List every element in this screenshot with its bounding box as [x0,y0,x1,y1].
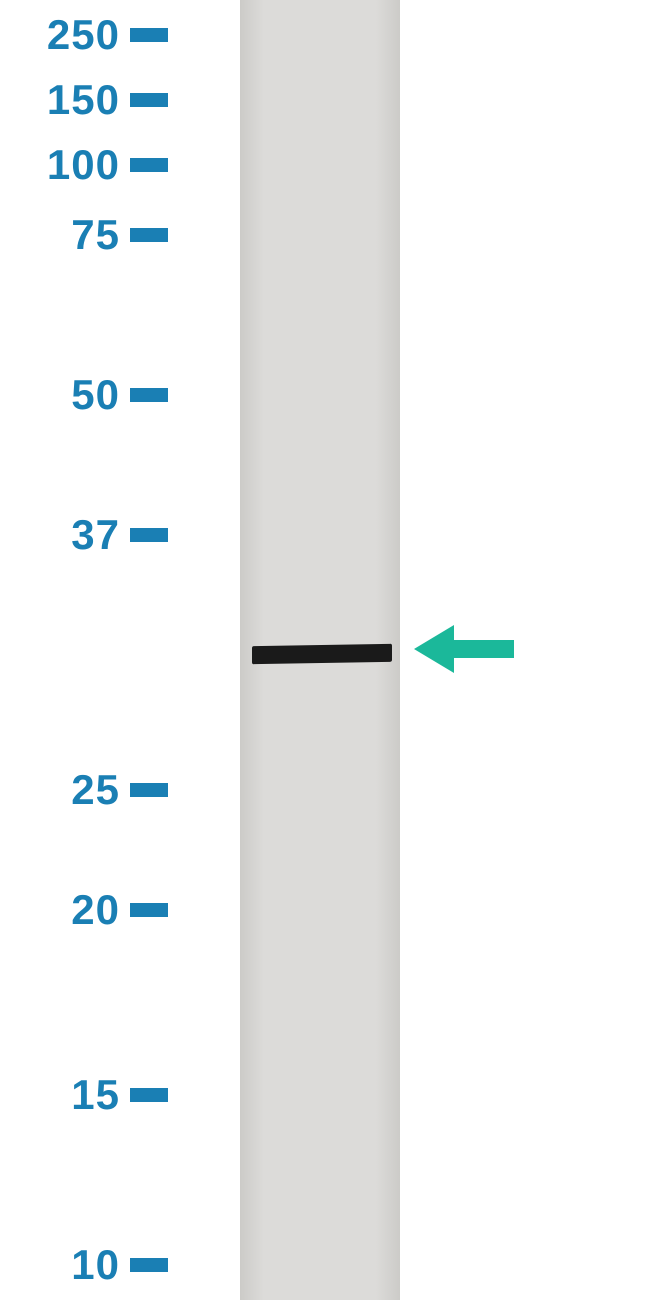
marker-label: 25 [0,766,120,814]
marker-dash-icon [130,1258,168,1272]
marker-row: 25 [0,775,168,805]
marker-dash-icon [130,93,168,107]
marker-row: 75 [0,220,168,250]
marker-row: 20 [0,895,168,925]
marker-row: 50 [0,380,168,410]
marker-label: 100 [0,141,120,189]
marker-dash-icon [130,1088,168,1102]
marker-label: 75 [0,211,120,259]
marker-label: 50 [0,371,120,419]
marker-dash-icon [130,388,168,402]
marker-dash-icon [130,528,168,542]
marker-dash-icon [130,783,168,797]
marker-label: 250 [0,11,120,59]
marker-label: 150 [0,76,120,124]
marker-dash-icon [130,903,168,917]
marker-row: 150 [0,85,168,115]
protein-band [252,644,392,664]
indicator-arrow [414,625,514,673]
marker-label: 10 [0,1241,120,1289]
arrow-shaft [454,640,514,658]
marker-row: 250 [0,20,168,50]
marker-label: 15 [0,1071,120,1119]
marker-row: 37 [0,520,168,550]
marker-label: 37 [0,511,120,559]
marker-row: 10 [0,1250,168,1280]
blot-diagram: 250 150 100 75 50 37 25 20 15 10 [0,0,650,1300]
marker-dash-icon [130,228,168,242]
marker-row: 100 [0,150,168,180]
arrow-head-icon [414,625,454,673]
marker-dash-icon [130,28,168,42]
marker-dash-icon [130,158,168,172]
marker-row: 15 [0,1080,168,1110]
marker-label: 20 [0,886,120,934]
